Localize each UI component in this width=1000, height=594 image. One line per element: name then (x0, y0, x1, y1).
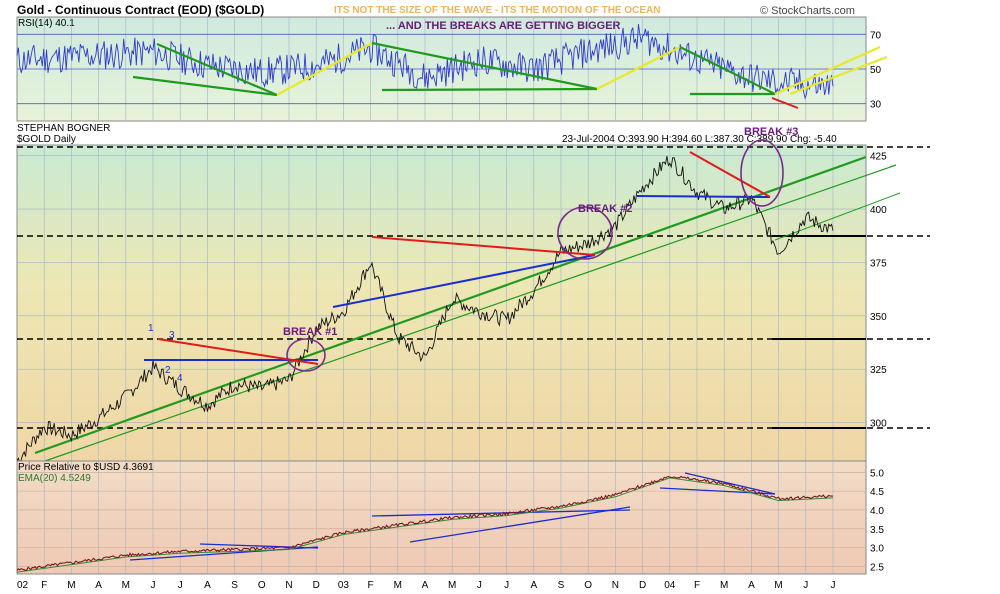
axis-tick-label: 4.5 (870, 487, 884, 498)
rsi-up-line (596, 46, 681, 90)
support-line (684, 472, 776, 495)
break1-label: BREAK #1 (283, 326, 337, 338)
x-tick-label: O (584, 580, 592, 591)
axis-tick-label: 400 (870, 205, 887, 216)
break-circle (740, 139, 784, 207)
dashed-levels (17, 146, 930, 429)
x-tick-label: D (639, 580, 646, 591)
relative-label: Price Relative to $USD 4.3691 (18, 462, 154, 473)
trend-line-lower (44, 164, 897, 462)
axis-tick-label: 4.0 (870, 506, 884, 517)
support-line (409, 506, 631, 543)
relative-series-line (16, 475, 834, 572)
axis-tick-label: 325 (870, 365, 887, 376)
x-tick-label: J (477, 580, 482, 591)
x-tick-label: N (612, 580, 619, 591)
x-tick-label: J (151, 580, 156, 591)
axis-tick-label: 300 (870, 419, 887, 430)
x-tick-label: M (394, 580, 402, 591)
rsi-trend-line (371, 41, 598, 91)
break-circle (557, 206, 613, 260)
ema-label: EMA(20) 4.5249 (18, 473, 91, 484)
rsi-trend-line (381, 87, 598, 92)
support-line (636, 195, 771, 198)
axis-tick-label: 350 (870, 312, 887, 323)
axis-tick-label: 375 (870, 258, 887, 269)
x-tick-label: A (422, 580, 429, 591)
x-tick-label: M (67, 580, 75, 591)
x-tick-label: S (558, 580, 565, 591)
rsi-trend-lines (132, 41, 888, 109)
wave-label-3: 3 (169, 330, 175, 341)
author-label: STEPHAN BOGNER (17, 123, 110, 134)
rsi-axis: 70 50 30 (870, 30, 882, 110)
price-grid (17, 145, 866, 461)
wave-label-2: 2 (165, 365, 171, 376)
x-tick-label: J (831, 580, 836, 591)
axis-tick-label: 30 (870, 100, 882, 111)
axis-tick-label: 5.0 (870, 468, 884, 479)
rsi-label: RSI(14) 40.1 (18, 18, 75, 29)
rsi-series-line (16, 23, 834, 100)
x-tick-label: M (448, 580, 456, 591)
break-circle (286, 338, 326, 372)
chart-title: Gold - Continuous Contract (EOD) ($GOLD) (17, 3, 264, 17)
support-line (371, 509, 631, 517)
x-tick-label: M (774, 580, 782, 591)
break3-label: BREAK #3 (744, 126, 798, 138)
rsi-break-line (771, 97, 799, 109)
x-tick-label: A (530, 580, 537, 591)
x-tick-label: S (231, 580, 238, 591)
x-tick-label: M (122, 580, 130, 591)
x-tick-label: N (285, 580, 292, 591)
axis-tick-label: 3.5 (870, 525, 884, 536)
axis-tick-label: 70 (870, 30, 882, 41)
relative-grid (17, 461, 866, 574)
x-tick-label: O (258, 580, 266, 591)
trend-line-recent (774, 192, 901, 241)
rsi-trend-line (156, 42, 278, 97)
x-tick-label: D (313, 580, 320, 591)
x-tick-label: A (204, 580, 211, 591)
x-tick-label: 04 (664, 580, 676, 591)
rsi-up-line (276, 42, 373, 96)
axis-tick-label: 3.0 (870, 544, 884, 555)
support-line (332, 254, 596, 308)
rsi-trend-line (132, 75, 278, 97)
x-tick-label: F (694, 580, 700, 591)
relative-axis: 5.0 4.5 4.0 3.5 3.0 2.5 (870, 468, 884, 573)
wave-label-4: 4 (177, 373, 183, 384)
chart-subtitle: ITS NOT THE SIZE OF THE WAVE - ITS THE M… (334, 5, 660, 16)
price-axis: 425 400 375 350 325 300 (870, 152, 887, 430)
x-tick-label: 02 (17, 580, 29, 591)
x-tick-label: J (803, 580, 808, 591)
annotation-lines (144, 139, 784, 372)
x-axis: 02 F M A M J J A S O N D 03 F M A M J J A S O N D 04 F M A M J J (17, 580, 836, 591)
quote-label: 23-Jul-2004 O:393.90 H:394.60 L:387.30 C… (562, 134, 837, 145)
x-tick-label: J (178, 580, 183, 591)
ema-series-line (16, 477, 834, 573)
x-tick-label: J (504, 580, 509, 591)
symbol-label: $GOLD Daily (17, 134, 76, 145)
x-tick-label: A (748, 580, 755, 591)
x-tick-label: 03 (338, 580, 350, 591)
resistance-line (157, 338, 319, 365)
axis-tick-label: 50 (870, 65, 882, 76)
rsi-annotation: ... AND THE BREAKS ARE GETTING BIGGER (386, 20, 621, 32)
wave-label-1: 1 (148, 323, 154, 334)
copyright-text: © StockCharts.com (760, 5, 855, 17)
axis-tick-label: 425 (870, 152, 887, 163)
resistance-line (371, 236, 596, 256)
rsi-up-line (789, 55, 888, 96)
rsi-up-line (774, 45, 881, 96)
axis-tick-label: 2.5 (870, 562, 884, 573)
break2-label: BREAK #2 (578, 203, 632, 215)
resistance-line (689, 151, 771, 198)
rsi-trend-line (679, 46, 776, 95)
x-tick-label: F (41, 580, 47, 591)
x-tick-label: F (368, 580, 374, 591)
x-tick-label: M (720, 580, 728, 591)
x-tick-label: A (95, 580, 102, 591)
